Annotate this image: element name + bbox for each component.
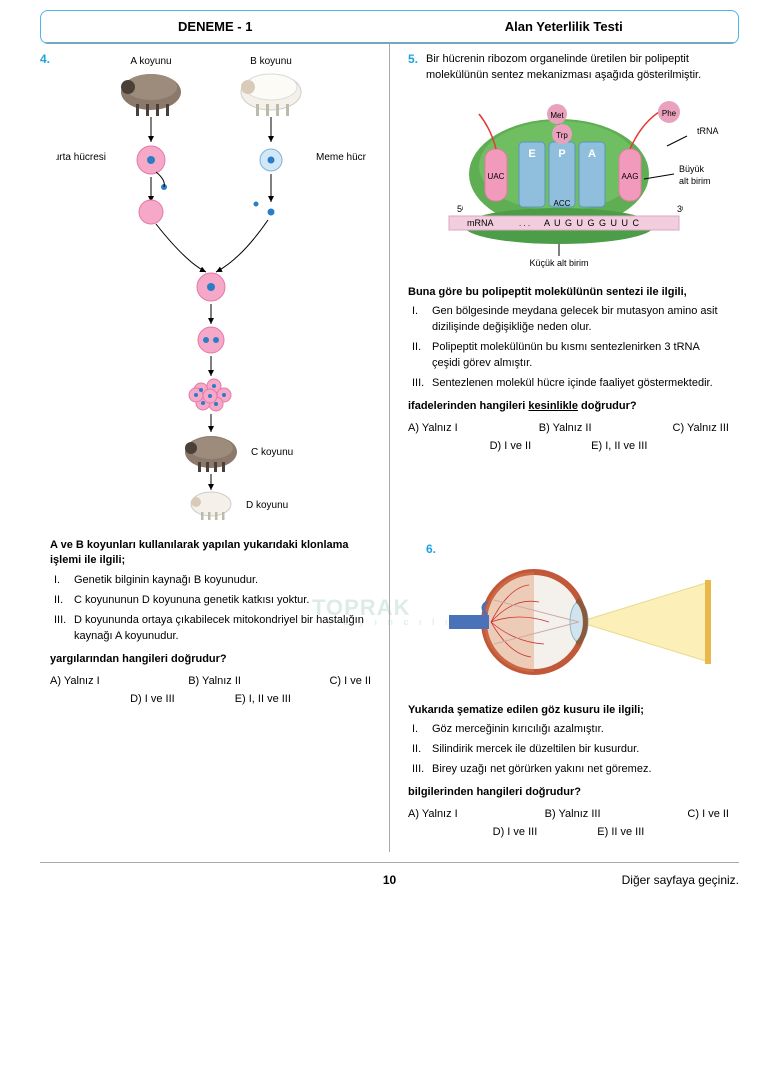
q4-roman-1: I.Genetik bilginin kaynağı B koyunudur. <box>74 573 371 589</box>
q6-roman-3: III.Birey uzağı net görürken yakını net … <box>432 762 729 778</box>
q4-roman-3: III.D koyununda ortaya çıkabilecek mitok… <box>74 613 371 645</box>
header-left-title: DENEME - 1 <box>41 11 390 42</box>
q6-opt-a: A) Yalnız I <box>408 808 458 820</box>
q5-roman-1: I.Gen bölgesinde meydana gelecek bir mut… <box>432 304 729 336</box>
q5-options-row2: D) I ve II E) I, II ve III <box>408 440 729 452</box>
sheep-b-icon <box>241 74 301 116</box>
right-column: 5. Bir hücrenin ribozom organelinde üret… <box>390 44 739 852</box>
q6-opt-b: B) Yalnız III <box>545 808 601 820</box>
sheep-c-icon <box>185 436 237 472</box>
q5-opt-b: B) Yalnız II <box>539 422 592 434</box>
q4-opt-d: D) I ve III <box>130 693 175 705</box>
svg-text:ACC: ACC <box>553 199 570 208</box>
svg-text:UAC: UAC <box>487 172 504 181</box>
q5-opt-a: A) Yalnız I <box>408 422 458 434</box>
sheep-d-icon <box>191 492 231 520</box>
trna-aag: AAG <box>619 112 659 201</box>
svg-text:P: P <box>558 148 565 160</box>
q5-intro: Bir hücrenin ribozom organelinde üretile… <box>426 52 729 84</box>
svg-text:3ᶦ: 3ᶦ <box>677 204 683 214</box>
q4-number: 4. <box>40 52 50 66</box>
q6-substem: bilgilerinden hangileri doğrudur? <box>408 786 729 798</box>
label-d-koyunu: D koyunu <box>246 500 288 511</box>
label-a-koyunu: A koyunu <box>130 56 171 67</box>
q6-eye-diagram <box>419 552 719 692</box>
q4-opt-a: A) Yalnız I <box>50 675 100 687</box>
q4-diagram: A koyunu B koyunu <box>50 52 371 530</box>
label-yumurta: Yumurta hücresi <box>56 152 106 163</box>
page-header: DENEME - 1 Alan Yeterlilik Testi <box>40 10 739 44</box>
svg-text:5ᶦ: 5ᶦ <box>457 204 463 214</box>
q4-options-row2: D) I ve III E) I, II ve III <box>50 693 371 705</box>
q5-roman-list: I.Gen bölgesinde meydana gelecek bir mut… <box>408 304 729 392</box>
q6-options-row2: D) I ve III E) II ve III <box>408 826 729 838</box>
q6-stem: Yukarıda şematize edilen göz kusuru ile … <box>408 703 729 718</box>
q5-options-row1: A) Yalnız I B) Yalnız II C) Yalnız III <box>408 422 729 434</box>
svg-text:tRNA: tRNA <box>697 126 719 136</box>
q6-roman-2: II.Silindirik mercek ile düzeltilen bir … <box>432 742 729 758</box>
svg-text:Küçük alt birim: Küçük alt birim <box>529 258 588 268</box>
svg-text:Phe: Phe <box>661 109 676 118</box>
q5-roman-3: III.Sentezlenen molekül hücre içinde faa… <box>432 376 729 392</box>
q6-opt-c: C) I ve II <box>687 808 729 820</box>
label-meme: Meme hücresi <box>316 152 366 163</box>
svg-text:mRNA: mRNA <box>467 218 494 228</box>
svg-text:A U G U G G U U C: A U G U G G U U C <box>544 218 640 228</box>
svg-text:alt birim: alt birim <box>679 176 711 186</box>
q6-block: 6. <box>408 542 729 838</box>
page-number: 10 <box>273 873 506 887</box>
svg-text:AAG: AAG <box>621 172 638 181</box>
q5-roman-2: II.Polipeptit molekülünün bu kısmı sente… <box>432 340 729 372</box>
svg-text:. . .: . . . <box>519 219 530 228</box>
q6-diagram <box>408 542 729 695</box>
content-columns: 4. A koyunu B koyunu <box>0 44 779 862</box>
q4-cloning-diagram: A koyunu B koyunu <box>56 52 366 527</box>
page-footer: 10 Diğer sayfaya geçiniz. <box>40 862 739 907</box>
q4-options-row1: A) Yalnız I B) Yalnız II C) I ve II <box>50 675 371 687</box>
next-page-hint: Diğer sayfaya geçiniz. <box>506 873 739 887</box>
q6-opt-d: D) I ve III <box>493 826 538 838</box>
q5-opt-c: C) Yalnız III <box>673 422 729 434</box>
svg-text:Trp: Trp <box>556 131 568 140</box>
q6-number: 6. <box>426 542 436 556</box>
q4-roman-2: II.C koyununun D koyununa genetik katkıs… <box>74 593 371 609</box>
q5-ribosome-diagram: 5ᶦ 3ᶦ mRNA . . . A U G U G G U U C E P A… <box>409 94 729 274</box>
q4-opt-c: C) I ve II <box>329 675 371 687</box>
q5-opt-e: E) I, II ve III <box>591 440 647 452</box>
q4-roman-list: I.Genetik bilginin kaynağı B koyunudur. … <box>50 573 371 645</box>
left-column: 4. A koyunu B koyunu <box>40 44 390 852</box>
svg-text:Büyük: Büyük <box>679 164 705 174</box>
q4-stem: A ve B koyunları kullanılarak yapılan yu… <box>50 538 371 569</box>
q4-opt-e: E) I, II ve III <box>235 693 291 705</box>
q5-number: 5. <box>408 52 418 66</box>
q4-substem: yargılarından hangileri doğrudur? <box>50 653 371 665</box>
svg-text:Met: Met <box>550 111 564 120</box>
morula-icon <box>189 379 231 411</box>
svg-text:E: E <box>528 148 535 160</box>
q5-opt-d: D) I ve II <box>490 440 532 452</box>
q6-roman-list: I.Göz merceğinin kırıcılığı azalmıştır. … <box>408 722 729 778</box>
sheep-a-icon <box>121 74 181 116</box>
svg-text:A: A <box>588 148 596 160</box>
q5-stem: Buna göre bu polipeptit molekülünün sent… <box>408 285 729 300</box>
q5-diagram: 5ᶦ 3ᶦ mRNA . . . A U G U G G U U C E P A… <box>408 94 729 277</box>
q5-substem: ifadelerinden hangileri kesinlikle doğru… <box>408 400 729 412</box>
q6-roman-1: I.Göz merceğinin kırıcılığı azalmıştır. <box>432 722 729 738</box>
q4-opt-b: B) Yalnız II <box>188 675 241 687</box>
label-c-koyunu: C koyunu <box>251 447 293 458</box>
header-right-title: Alan Yeterlilik Testi <box>390 11 739 42</box>
q6-options-row1: A) Yalnız I B) Yalnız III C) I ve II <box>408 808 729 820</box>
label-b-koyunu: B koyunu <box>250 56 292 67</box>
q6-opt-e: E) II ve III <box>597 826 644 838</box>
